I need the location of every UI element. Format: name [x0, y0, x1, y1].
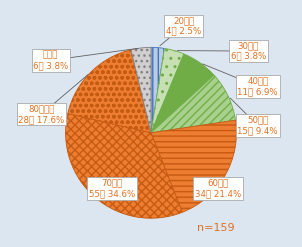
Text: 70歳代
55件 34.6%: 70歳代 55件 34.6%: [89, 179, 135, 198]
Wedge shape: [151, 120, 236, 212]
Text: 不明等
6件 3.8%: 不明等 6件 3.8%: [33, 51, 68, 70]
Text: 30歳代
6件 3.8%: 30歳代 6件 3.8%: [231, 41, 266, 61]
Text: 20歳代
4件 2.5%: 20歳代 4件 2.5%: [166, 16, 201, 36]
Wedge shape: [151, 47, 165, 133]
Text: 80歳以上
28件 17.6%: 80歳以上 28件 17.6%: [18, 104, 65, 124]
Wedge shape: [66, 114, 182, 218]
Wedge shape: [131, 47, 151, 133]
Wedge shape: [151, 48, 184, 133]
Wedge shape: [68, 50, 151, 133]
Wedge shape: [151, 54, 214, 133]
Text: 40歳代
11件 6.9%: 40歳代 11件 6.9%: [237, 77, 278, 96]
Text: 60歳代
34件 21.4%: 60歳代 34件 21.4%: [195, 179, 241, 198]
Text: 50歳代
15件 9.4%: 50歳代 15件 9.4%: [237, 116, 278, 135]
Text: n=159: n=159: [197, 223, 235, 233]
Wedge shape: [151, 75, 236, 133]
